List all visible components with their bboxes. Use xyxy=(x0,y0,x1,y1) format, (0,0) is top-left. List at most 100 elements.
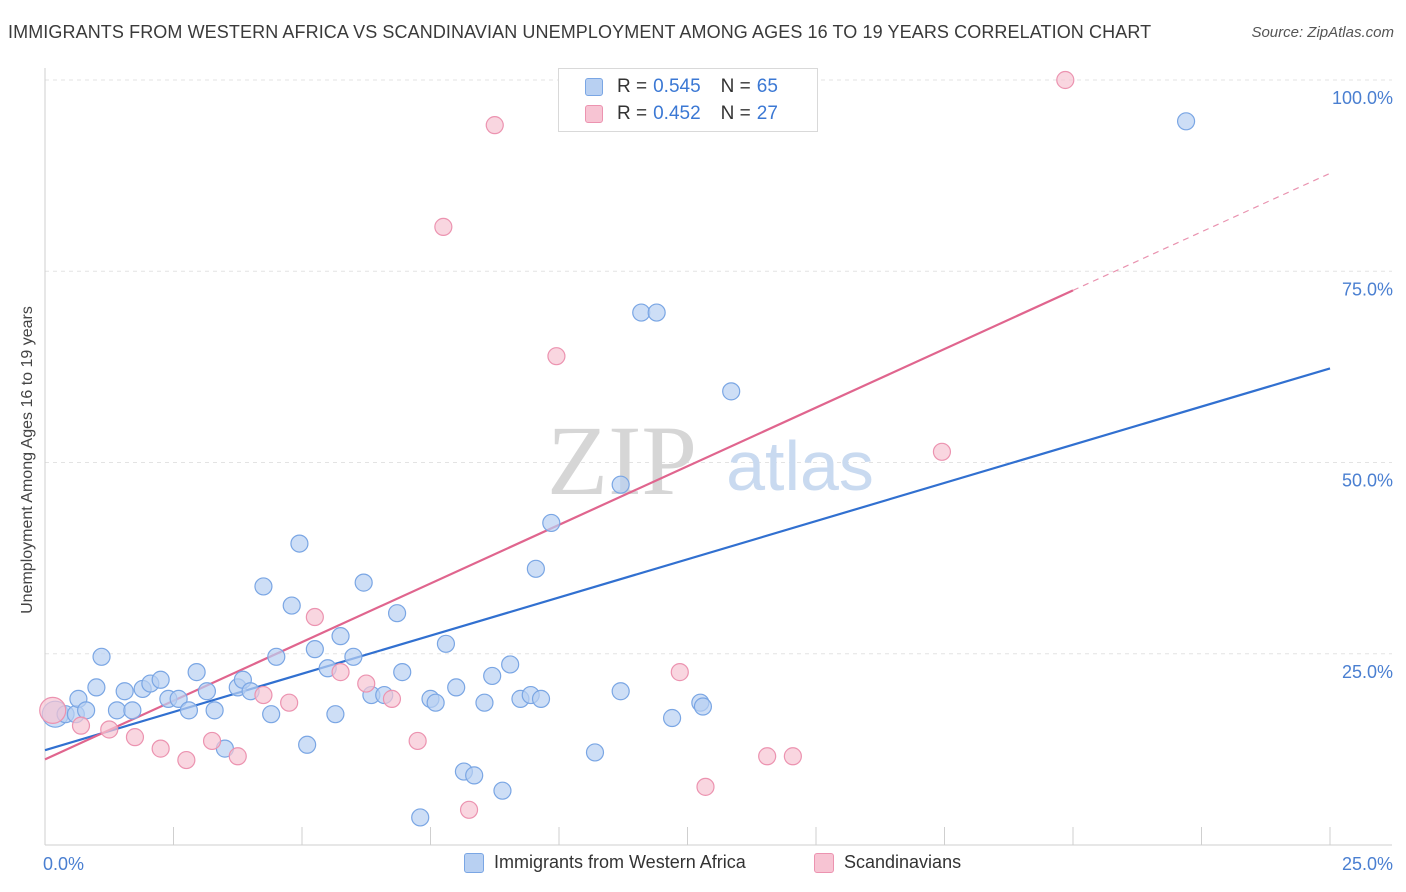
data-point-western-africa xyxy=(393,663,412,682)
data-point-scandinavians xyxy=(305,607,324,627)
data-point-western-africa xyxy=(151,670,170,689)
data-point-scandinavians xyxy=(758,747,777,766)
data-point-scandinavians xyxy=(485,116,504,135)
bottom-legend-series1: Immigrants from Western Africa xyxy=(464,852,746,873)
data-point-scandinavians xyxy=(228,747,247,766)
data-point-western-africa xyxy=(493,781,512,800)
legend-swatch-blue xyxy=(585,78,603,96)
data-point-western-africa xyxy=(647,303,666,322)
data-point-scandinavians xyxy=(125,728,145,747)
data-point-western-africa xyxy=(611,682,630,701)
bottom-legend-label: Immigrants from Western Africa xyxy=(494,852,746,872)
data-point-western-africa xyxy=(254,577,273,596)
data-point-scandinavians xyxy=(434,217,453,236)
data-point-western-africa xyxy=(123,701,142,720)
data-point-western-africa xyxy=(483,666,502,686)
data-point-western-africa xyxy=(262,705,281,724)
data-point-scandinavians xyxy=(71,716,91,735)
data-point-scandinavians xyxy=(1056,70,1075,90)
data-point-scandinavians xyxy=(932,442,952,461)
data-point-western-africa xyxy=(411,808,430,827)
source-credit: Source: ZipAtlas.com xyxy=(1251,24,1394,41)
data-point-western-africa xyxy=(331,627,350,646)
data-point-western-africa xyxy=(531,689,551,708)
y-axis-label: Unemployment Among Ages 16 to 19 years xyxy=(19,306,36,614)
data-point-western-africa xyxy=(354,573,373,592)
data-point-western-africa xyxy=(326,705,345,724)
data-point-western-africa xyxy=(465,766,484,785)
data-point-western-africa xyxy=(107,701,127,720)
axes xyxy=(44,68,1392,846)
watermark-zip: ZIP xyxy=(547,405,697,516)
data-point-scandinavians xyxy=(100,720,119,739)
data-point-western-africa xyxy=(169,689,188,708)
data-point-western-africa xyxy=(77,701,96,720)
data-point-western-africa xyxy=(387,604,407,623)
data-point-western-africa xyxy=(436,634,456,653)
correlation-legend: R = 0.545 N = 65 R = 0.452 N = 27 xyxy=(558,68,818,132)
data-point-western-africa xyxy=(693,697,713,716)
legend-row-series2: R = 0.452 N = 27 xyxy=(585,102,778,126)
bottom-legend-series2: Scandinavians xyxy=(814,852,961,873)
data-point-western-africa xyxy=(475,693,494,712)
trend-line-extension xyxy=(1072,172,1331,291)
chart-title: IMMIGRANTS FROM WESTERN AFRICA VS SCANDI… xyxy=(8,22,1152,42)
data-point-scandinavians xyxy=(459,800,479,819)
data-point-western-africa xyxy=(290,534,309,553)
data-point-scandinavians xyxy=(408,731,427,751)
data-point-western-africa xyxy=(722,382,741,401)
bottom-legend-swatch-blue xyxy=(464,852,484,873)
legend-row-series1: R = 0.545 N = 65 xyxy=(585,75,778,99)
x-tick-label: 0.0% xyxy=(43,854,84,874)
data-point-scandinavians xyxy=(783,747,802,766)
data-point-western-africa xyxy=(662,708,682,728)
legend-r-label: R = xyxy=(617,76,648,97)
gridlines xyxy=(45,79,1392,655)
data-point-western-africa xyxy=(632,303,651,322)
data-point-western-africa xyxy=(282,596,301,615)
tick-labels: 25.0% 50.0% 75.0% 100.0% 0.0% 25.0% xyxy=(43,88,1393,874)
data-point-scandinavians xyxy=(254,685,273,705)
data-point-western-africa xyxy=(187,663,206,682)
data-point-western-africa xyxy=(426,693,445,712)
data-point-scandinavians xyxy=(202,731,222,751)
y-tick-label: 50.0% xyxy=(1342,471,1393,491)
data-point-western-africa xyxy=(305,640,324,659)
data-point-scandinavians xyxy=(39,696,67,724)
legend-r-value: 0.452 xyxy=(653,103,701,124)
data-point-western-africa xyxy=(179,701,199,720)
data-point-scandinavians xyxy=(151,739,170,758)
x-tick-label: 25.0% xyxy=(1342,854,1393,874)
legend-n-label: N = xyxy=(720,76,751,97)
data-point-western-africa xyxy=(447,678,466,697)
data-point-western-africa xyxy=(1176,112,1196,131)
data-point-scandinavians xyxy=(331,663,350,682)
legend-r-value: 0.545 xyxy=(653,76,701,97)
y-tick-label: 100.0% xyxy=(1332,88,1393,108)
data-point-western-africa xyxy=(501,655,520,674)
data-point-western-africa xyxy=(205,701,224,720)
data-point-western-africa xyxy=(92,647,111,666)
data-point-western-africa xyxy=(611,475,630,494)
data-point-scandinavians xyxy=(547,347,566,366)
y-tick-label: 75.0% xyxy=(1342,279,1393,299)
data-point-western-africa xyxy=(267,647,286,666)
data-point-scandinavians xyxy=(670,663,689,682)
legend-n-value: 27 xyxy=(756,103,778,124)
watermark-atlas: atlas xyxy=(726,427,874,505)
data-point-western-africa xyxy=(542,513,561,533)
data-point-scandinavians xyxy=(382,689,402,708)
bottom-legend-swatch-pink xyxy=(814,852,834,873)
data-point-scandinavians xyxy=(357,674,376,693)
data-point-western-africa xyxy=(585,743,605,762)
data-point-scandinavians xyxy=(177,750,196,770)
legend-n-value: 65 xyxy=(756,76,778,97)
legend-swatch-pink xyxy=(585,105,603,123)
watermark: ZIP atlas xyxy=(547,405,874,516)
data-point-western-africa xyxy=(526,559,545,578)
y-tick-label: 25.0% xyxy=(1342,662,1393,682)
data-point-western-africa xyxy=(115,682,134,701)
trend-line-blue xyxy=(44,367,1331,752)
data-point-scandinavians xyxy=(696,777,715,796)
